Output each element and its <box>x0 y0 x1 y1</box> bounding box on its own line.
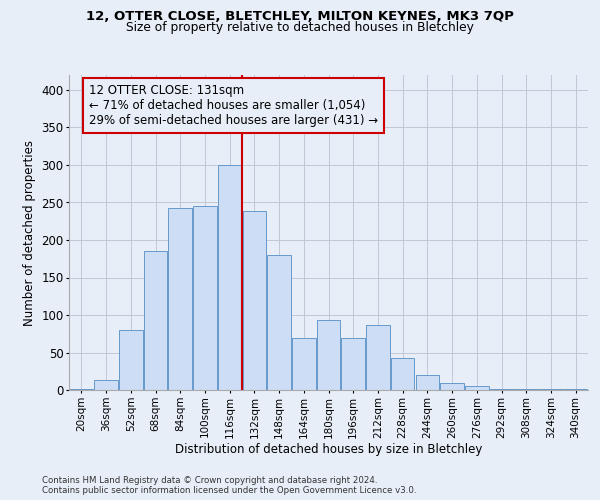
Bar <box>144 251 167 390</box>
Bar <box>465 386 488 390</box>
Bar <box>70 388 93 390</box>
X-axis label: Distribution of detached houses by size in Bletchley: Distribution of detached houses by size … <box>175 443 482 456</box>
Bar <box>317 320 340 390</box>
Bar <box>242 212 266 390</box>
Bar <box>94 380 118 390</box>
Bar <box>564 389 587 390</box>
Bar <box>514 389 538 390</box>
Bar <box>119 330 143 390</box>
Bar <box>218 165 241 390</box>
Bar <box>268 255 291 390</box>
Bar <box>169 208 192 390</box>
Bar <box>416 375 439 390</box>
Bar <box>440 382 464 390</box>
Text: Size of property relative to detached houses in Bletchley: Size of property relative to detached ho… <box>126 21 474 34</box>
Y-axis label: Number of detached properties: Number of detached properties <box>23 140 35 326</box>
Text: 12, OTTER CLOSE, BLETCHLEY, MILTON KEYNES, MK3 7QP: 12, OTTER CLOSE, BLETCHLEY, MILTON KEYNE… <box>86 10 514 23</box>
Bar <box>366 325 389 390</box>
Text: Contains HM Land Registry data © Crown copyright and database right 2024.: Contains HM Land Registry data © Crown c… <box>42 476 377 485</box>
Bar <box>193 206 217 390</box>
Bar <box>539 389 563 390</box>
Bar <box>391 358 415 390</box>
Text: 12 OTTER CLOSE: 131sqm
← 71% of detached houses are smaller (1,054)
29% of semi-: 12 OTTER CLOSE: 131sqm ← 71% of detached… <box>89 84 378 127</box>
Bar <box>292 338 316 390</box>
Bar <box>341 338 365 390</box>
Text: Contains public sector information licensed under the Open Government Licence v3: Contains public sector information licen… <box>42 486 416 495</box>
Bar <box>490 388 513 390</box>
